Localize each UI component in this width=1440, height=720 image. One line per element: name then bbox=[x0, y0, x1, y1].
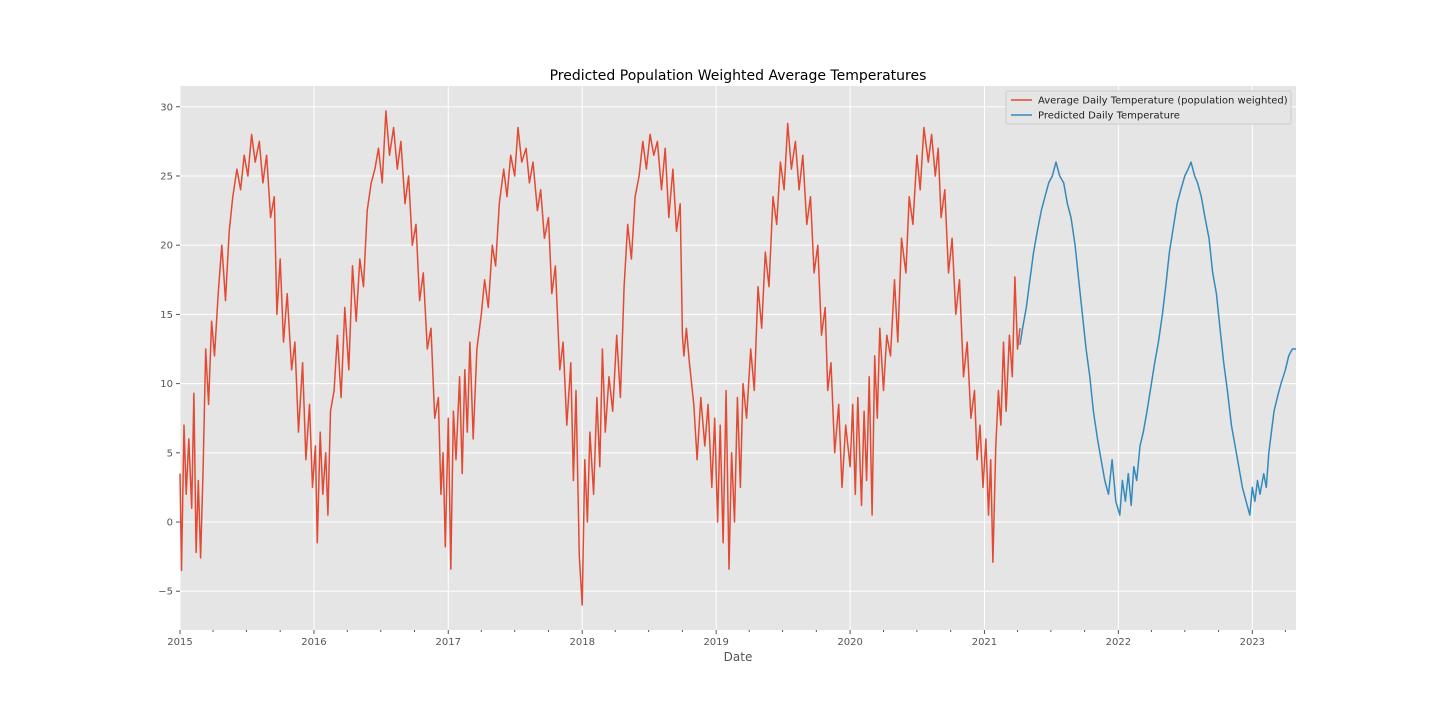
y-tick-label: 25 bbox=[160, 171, 173, 182]
y-tick-label: 20 bbox=[160, 241, 173, 252]
y-tick-label: 0 bbox=[167, 518, 173, 529]
series-layer bbox=[179, 110, 1296, 606]
legend-label: Predicted Daily Temperature bbox=[1038, 111, 1180, 122]
x-tick-label: 2021 bbox=[972, 637, 997, 648]
y-tick-label: 30 bbox=[160, 102, 173, 113]
series-line-0 bbox=[179, 110, 1021, 606]
plot-area bbox=[180, 86, 1296, 630]
series-line-1 bbox=[1019, 161, 1296, 516]
x-tick-label: 2018 bbox=[569, 637, 594, 648]
axes: −5 0 5 10 15 20 25 30 2015 2016 2017 2018 2019 2020 20… bbox=[158, 102, 1286, 648]
chart-title: Predicted Population Weighted Average Te… bbox=[550, 68, 927, 84]
x-tick-label: 2015 bbox=[167, 637, 192, 648]
x-tick-label: 2022 bbox=[1106, 637, 1131, 648]
x-axis-label: Date bbox=[724, 650, 753, 664]
x-tick-label: 2023 bbox=[1240, 637, 1265, 648]
x-tick-label: 2019 bbox=[703, 637, 728, 648]
legend-box bbox=[1005, 90, 1292, 125]
y-tick-label: 5 bbox=[167, 448, 173, 459]
legend-label: Average Daily Temperature (population we… bbox=[1038, 96, 1288, 107]
x-tick-label: 2017 bbox=[436, 637, 461, 648]
x-tick-label: 2016 bbox=[301, 637, 326, 648]
y-tick-label: −5 bbox=[158, 587, 173, 598]
legend: Average Daily Temperature (population we… bbox=[1005, 90, 1292, 125]
y-tick-label: 15 bbox=[160, 310, 173, 321]
y-tick-label: 10 bbox=[160, 379, 173, 390]
x-tick-label: 2020 bbox=[837, 637, 862, 648]
